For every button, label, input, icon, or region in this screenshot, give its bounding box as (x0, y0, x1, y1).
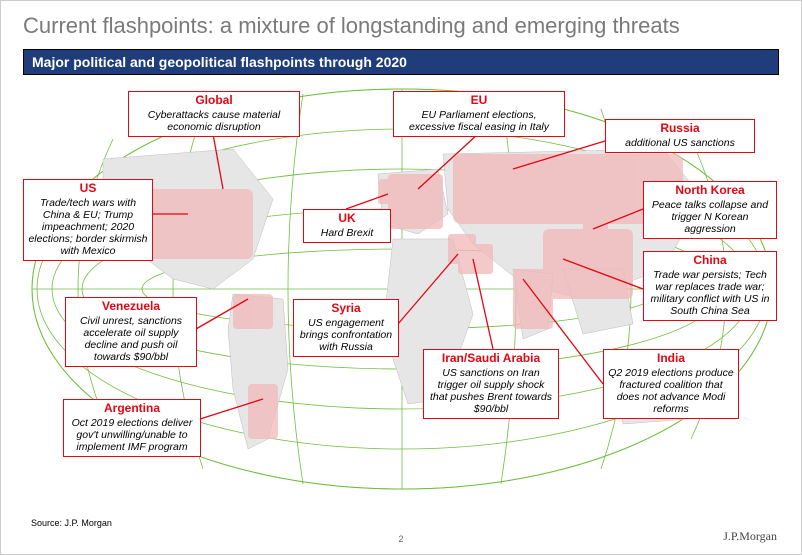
callout-syria-region: Syria (298, 302, 394, 316)
callout-uk-desc: Hard Brexit (308, 227, 386, 239)
brand-logo-text: J.P.Morgan (723, 529, 777, 544)
callout-nkorea: North KoreaPeace talks collapse and trig… (643, 181, 777, 239)
callout-russia-desc: additional US sanctions (610, 137, 750, 149)
source-label: Source: J.P. Morgan (31, 518, 112, 528)
callout-china-region: China (648, 254, 772, 268)
callout-venezuela-desc: Civil unrest, sanctions accelerate oil s… (70, 315, 192, 363)
callout-venezuela: VenezuelaCivil unrest, sanctions acceler… (65, 297, 197, 367)
slide-root: Current flashpoints: a mixture of longst… (1, 1, 801, 554)
callout-us: USTrade/tech wars with China & EU; Trump… (23, 179, 153, 261)
callout-russia-region: Russia (610, 122, 750, 136)
callout-global-region: Global (133, 94, 295, 108)
callout-us-region: US (28, 182, 148, 196)
callout-india-region: India (608, 352, 734, 366)
callout-uk: UKHard Brexit (303, 209, 391, 243)
callout-global: GlobalCyberattacks cause material econom… (128, 91, 300, 137)
callout-us-desc: Trade/tech wars with China & EU; Trump i… (28, 197, 148, 257)
callout-syria: SyriaUS engagement brings confrontation … (293, 299, 399, 357)
callout-china-desc: Trade war persists; Tech war replaces tr… (648, 269, 772, 317)
callout-eu: EUEU Parliament elections, excessive fis… (393, 91, 565, 137)
callout-argentina-region: Argentina (68, 402, 196, 416)
map-area: GlobalCyberattacks cause material econom… (23, 79, 779, 499)
page-number: 2 (398, 534, 403, 544)
callout-russia: Russiaadditional US sanctions (605, 119, 755, 153)
callout-iransaudi-desc: US sanctions on Iran trigger oil supply … (428, 367, 554, 415)
callout-global-desc: Cyberattacks cause material economic dis… (133, 109, 295, 133)
callout-argentina-desc: Oct 2019 elections deliver gov't unwilli… (68, 417, 196, 453)
callout-venezuela-region: Venezuela (70, 300, 192, 314)
callout-iransaudi-region: Iran/Saudi Arabia (428, 352, 554, 366)
callout-nkorea-region: North Korea (648, 184, 772, 198)
callout-india-desc: Q2 2019 elections produce fractured coal… (608, 367, 734, 415)
callout-iransaudi: Iran/Saudi ArabiaUS sanctions on Iran tr… (423, 349, 559, 419)
callout-syria-desc: US engagement brings confrontation with … (298, 317, 394, 353)
callout-eu-region: EU (398, 94, 560, 108)
callout-argentina: ArgentinaOct 2019 elections deliver gov'… (63, 399, 201, 457)
callout-nkorea-desc: Peace talks collapse and trigger N Korea… (648, 199, 772, 235)
callout-india: IndiaQ2 2019 elections produce fractured… (603, 349, 739, 419)
callout-china: ChinaTrade war persists; Tech war replac… (643, 251, 777, 321)
callout-eu-desc: EU Parliament elections, excessive fisca… (398, 109, 560, 133)
slide-title: Current flashpoints: a mixture of longst… (23, 13, 779, 39)
callout-uk-region: UK (308, 212, 386, 226)
subtitle-bar: Major political and geopolitical flashpo… (23, 49, 779, 75)
